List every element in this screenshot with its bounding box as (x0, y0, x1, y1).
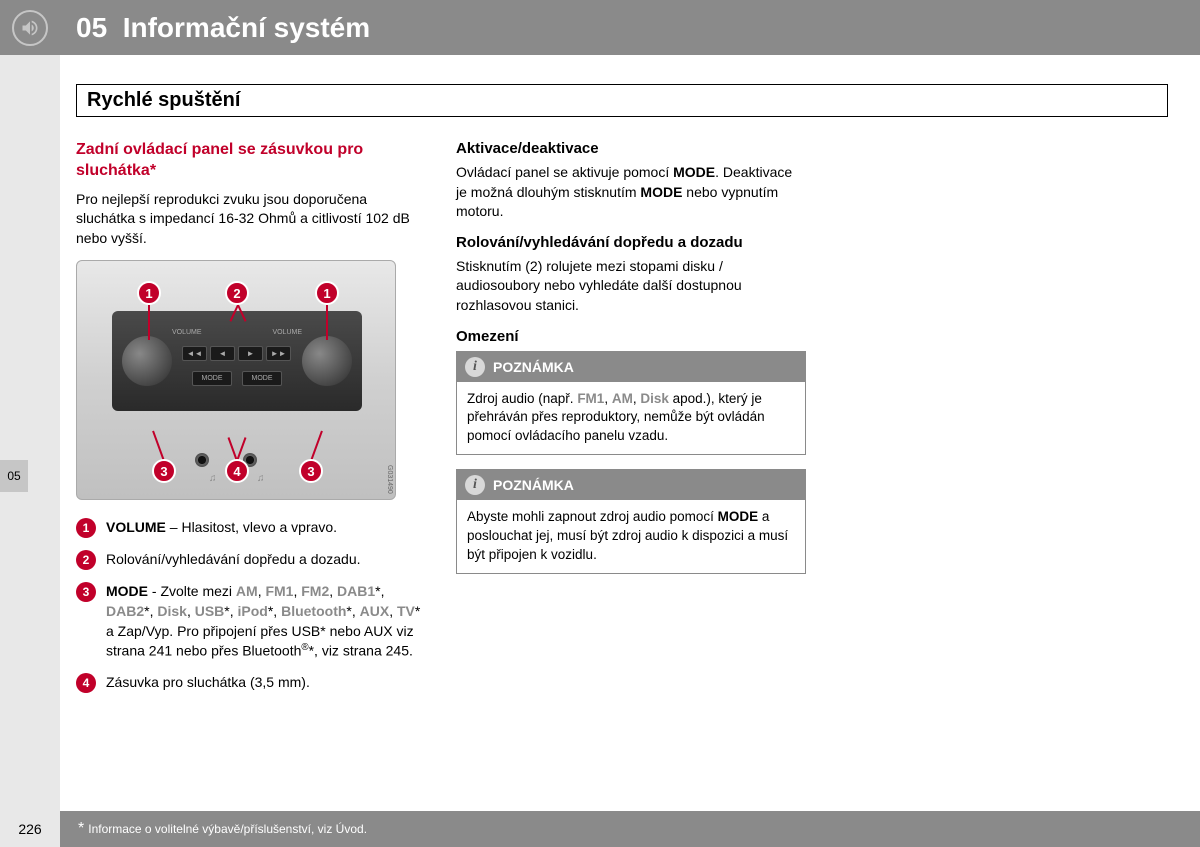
volume-label-left: VOLUME (172, 329, 202, 336)
scroll-heading: Rolování/vyhledávání dopředu a dozadu (456, 234, 806, 251)
callout-3: 3 (299, 459, 323, 483)
activation-text: Ovládací panel se aktivuje pomocí MODE. … (456, 163, 806, 222)
next-icon: ► (238, 346, 263, 361)
volume-knob-left (122, 336, 172, 386)
note-header: i POZNÁMKA (457, 470, 805, 500)
next-fast-icon: ►► (266, 346, 291, 361)
left-margin-strip (0, 0, 60, 847)
mode-button-left: MODE (192, 371, 232, 386)
figure-legend: 1 VOLUME – Hlasitost, vlevo a vpravo. 2 Ro… (76, 518, 426, 693)
footer-asterisk: * (78, 820, 84, 838)
scroll-text: Stisknutím (2) rolujete mezi stopami dis… (456, 257, 806, 316)
volume-knob-right (302, 336, 352, 386)
section-title: Rychlé spuštění (87, 89, 1157, 112)
callout-line (148, 305, 150, 340)
activation-heading: Aktivace/deaktivace (456, 140, 806, 157)
callout-line (326, 305, 328, 340)
mode-button-right: MODE (242, 371, 282, 386)
note-box: i POZNÁMKA Zdroj audio (např. FM1, AM, D… (456, 351, 806, 456)
note-box: i POZNÁMKA Abyste mohli zapnout zdroj au… (456, 469, 806, 574)
callout-1: 1 (315, 281, 339, 305)
callout-line (310, 431, 323, 462)
limitations-heading: Omezení (456, 328, 806, 345)
info-icon: i (465, 475, 485, 495)
footer-note: * Informace o volitelné výbavě/příslušen… (78, 811, 367, 847)
page-number: 226 (0, 811, 60, 847)
legend-bullet: 3 (76, 582, 96, 602)
seek-buttons: ◄◄ ◄ ► ►► (182, 346, 291, 361)
note-body: Abyste mohli zapnout zdroj audio pomocí … (457, 500, 805, 573)
note-title: POZNÁMKA (493, 359, 574, 375)
side-thumb-tab: 05 (0, 460, 28, 492)
manual-page: 05 Informační systém Rychlé spuštění 05 … (0, 0, 1200, 847)
column-1: Zadní ovládací panel se zásuvkou pro slu… (76, 140, 426, 705)
chapter-title: 05 Informační systém (76, 12, 370, 44)
legend-item: 2 Rolování/vyhledávání dopředu a dozadu. (76, 550, 426, 570)
figure-code: G031490 (386, 465, 393, 494)
footer-note-text: Informace o volitelné výbavě/příslušenst… (88, 822, 367, 836)
legend-text: VOLUME – Hlasitost, vlevo a vpravo. (106, 518, 426, 538)
headphone-jack-left (195, 453, 209, 467)
headphone-icon: ♫ (257, 473, 265, 484)
headphone-icon: ♫ (209, 473, 217, 484)
speaker-icon (12, 10, 48, 46)
legend-text: Zásuvka pro sluchátka (3,5 mm). (106, 673, 426, 693)
chapter-name: Informační systém (123, 12, 370, 43)
content-area: Zadní ovládací panel se zásuvkou pro slu… (76, 140, 1168, 705)
legend-item: 3 MODE - Zvolte mezi AM, FM1, FM2, DAB1*,… (76, 582, 426, 661)
panel-intro: Pro nejlepší reprodukci zvuku jsou dopor… (76, 190, 426, 249)
prev-icon: ◄ (210, 346, 235, 361)
callout-2: 2 (225, 281, 249, 305)
note-title: POZNÁMKA (493, 477, 574, 493)
legend-bullet: 2 (76, 550, 96, 570)
panel-heading: Zadní ovládací panel se zásuvkou pro slu… (76, 140, 426, 182)
volume-label-right: VOLUME (272, 329, 302, 336)
legend-text: Rolování/vyhledávání dopředu a dozadu. (106, 550, 426, 570)
legend-text: MODE - Zvolte mezi AM, FM1, FM2, DAB1*, … (106, 582, 426, 661)
callout-4: 4 (225, 459, 249, 483)
info-icon: i (465, 357, 485, 377)
prev-fast-icon: ◄◄ (182, 346, 207, 361)
callout-1: 1 (137, 281, 161, 305)
rear-panel-figure: VOLUME VOLUME ◄◄ ◄ ► ►► MODE MODE (76, 260, 396, 500)
chapter-header: 05 Informační systém (0, 0, 1200, 55)
legend-bullet: 1 (76, 518, 96, 538)
legend-bullet: 4 (76, 673, 96, 693)
note-body: Zdroj audio (např. FM1, AM, Disk apod.),… (457, 382, 805, 455)
column-2: Aktivace/deaktivace Ovládací panel se ak… (456, 140, 806, 705)
mode-buttons: MODE MODE (192, 371, 282, 386)
note-header: i POZNÁMKA (457, 352, 805, 382)
legend-item: 4 Zásuvka pro sluchátka (3,5 mm). (76, 673, 426, 693)
section-title-box: Rychlé spuštění (76, 84, 1168, 117)
callout-3: 3 (152, 459, 176, 483)
legend-item: 1 VOLUME – Hlasitost, vlevo a vpravo. (76, 518, 426, 538)
chapter-number: 05 (76, 12, 107, 43)
callout-line (152, 431, 165, 462)
